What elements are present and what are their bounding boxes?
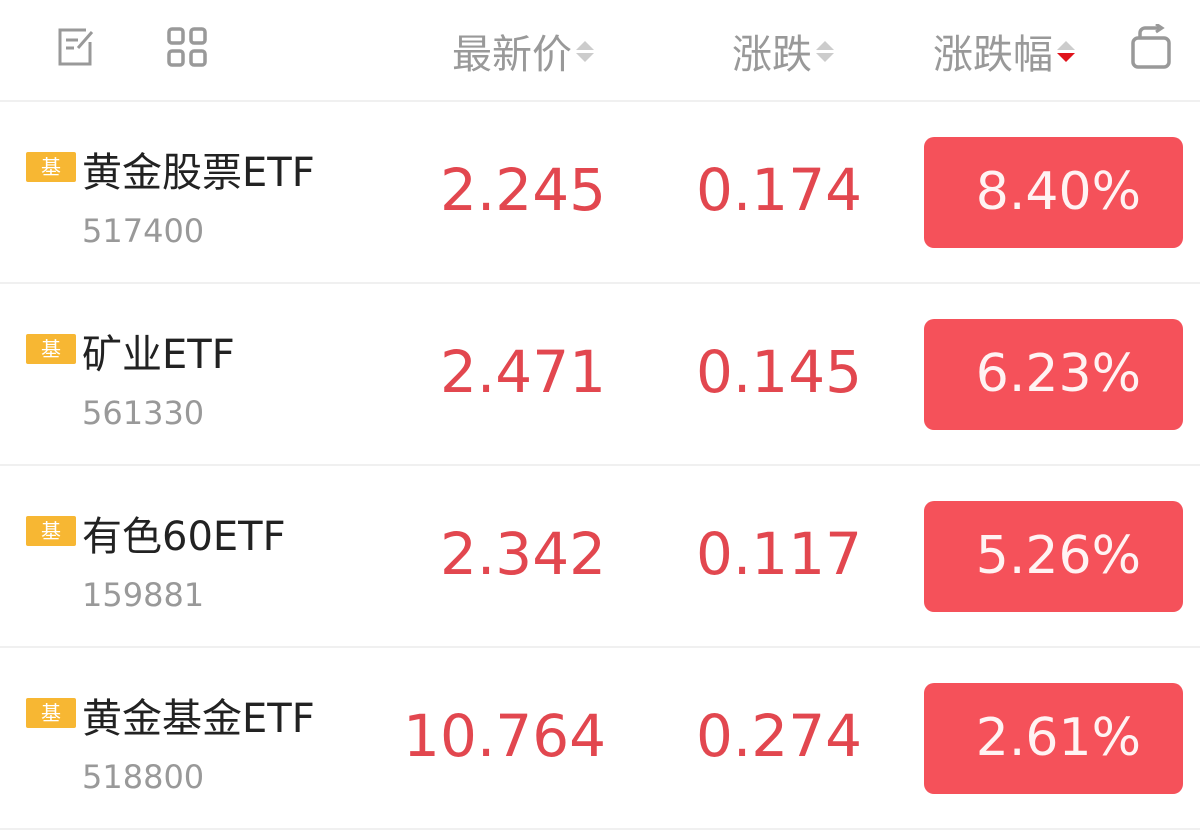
fund-name: 黄金股票ETF <box>82 150 315 196</box>
price-change: 0.274 <box>695 702 862 770</box>
table-row[interactable]: 基 黄金股票ETF 517400 2.245 0.174 8.40% <box>0 100 1200 284</box>
fund-badge: 基 <box>26 698 76 728</box>
rotate-icon[interactable] <box>1130 22 1172 74</box>
column-label: 涨跌 <box>732 32 812 78</box>
fund-badge: 基 <box>26 516 76 546</box>
change-pct-pill: 2.61% <box>924 683 1183 794</box>
price-change: 0.145 <box>695 338 862 406</box>
price-change: 0.117 <box>695 520 862 588</box>
fund-code: 159881 <box>82 576 205 614</box>
fund-code: 561330 <box>82 394 205 432</box>
column-label: 涨跌幅 <box>933 32 1053 78</box>
latest-price: 2.342 <box>439 520 606 588</box>
table-row[interactable]: 基 黄金基金ETF 518800 10.764 0.274 2.61% <box>0 646 1200 830</box>
sort-icon <box>816 40 834 62</box>
change-pct-pill: 6.23% <box>924 319 1183 430</box>
fund-badge: 基 <box>26 334 76 364</box>
fund-name: 有色60ETF <box>82 514 286 560</box>
price-change: 0.174 <box>695 156 862 224</box>
fund-code: 518800 <box>82 758 205 796</box>
sort-change-pct[interactable]: 涨跌幅 <box>933 22 1075 80</box>
sort-desc-icon <box>1057 40 1075 62</box>
list-header: 最新价 涨跌 涨跌幅 <box>0 0 1200 102</box>
latest-price: 2.245 <box>439 156 606 224</box>
fund-name: 矿业ETF <box>82 332 235 378</box>
sort-price[interactable]: 最新价 <box>452 22 594 80</box>
table-row[interactable]: 基 有色60ETF 159881 2.342 0.117 5.26% <box>0 464 1200 648</box>
latest-price: 10.764 <box>403 702 606 770</box>
table-row[interactable]: 基 矿业ETF 561330 2.471 0.145 6.23% <box>0 282 1200 466</box>
latest-price: 2.471 <box>439 338 606 406</box>
grid-icon[interactable] <box>166 26 208 72</box>
fund-badge: 基 <box>26 152 76 182</box>
sort-icon <box>576 40 594 62</box>
edit-icon[interactable] <box>56 26 96 72</box>
column-label: 最新价 <box>452 32 572 78</box>
sort-change[interactable]: 涨跌 <box>732 22 834 80</box>
fund-name: 黄金基金ETF <box>82 696 315 742</box>
change-pct-pill: 5.26% <box>924 501 1183 612</box>
fund-code: 517400 <box>82 212 205 250</box>
change-pct-pill: 8.40% <box>924 137 1183 248</box>
